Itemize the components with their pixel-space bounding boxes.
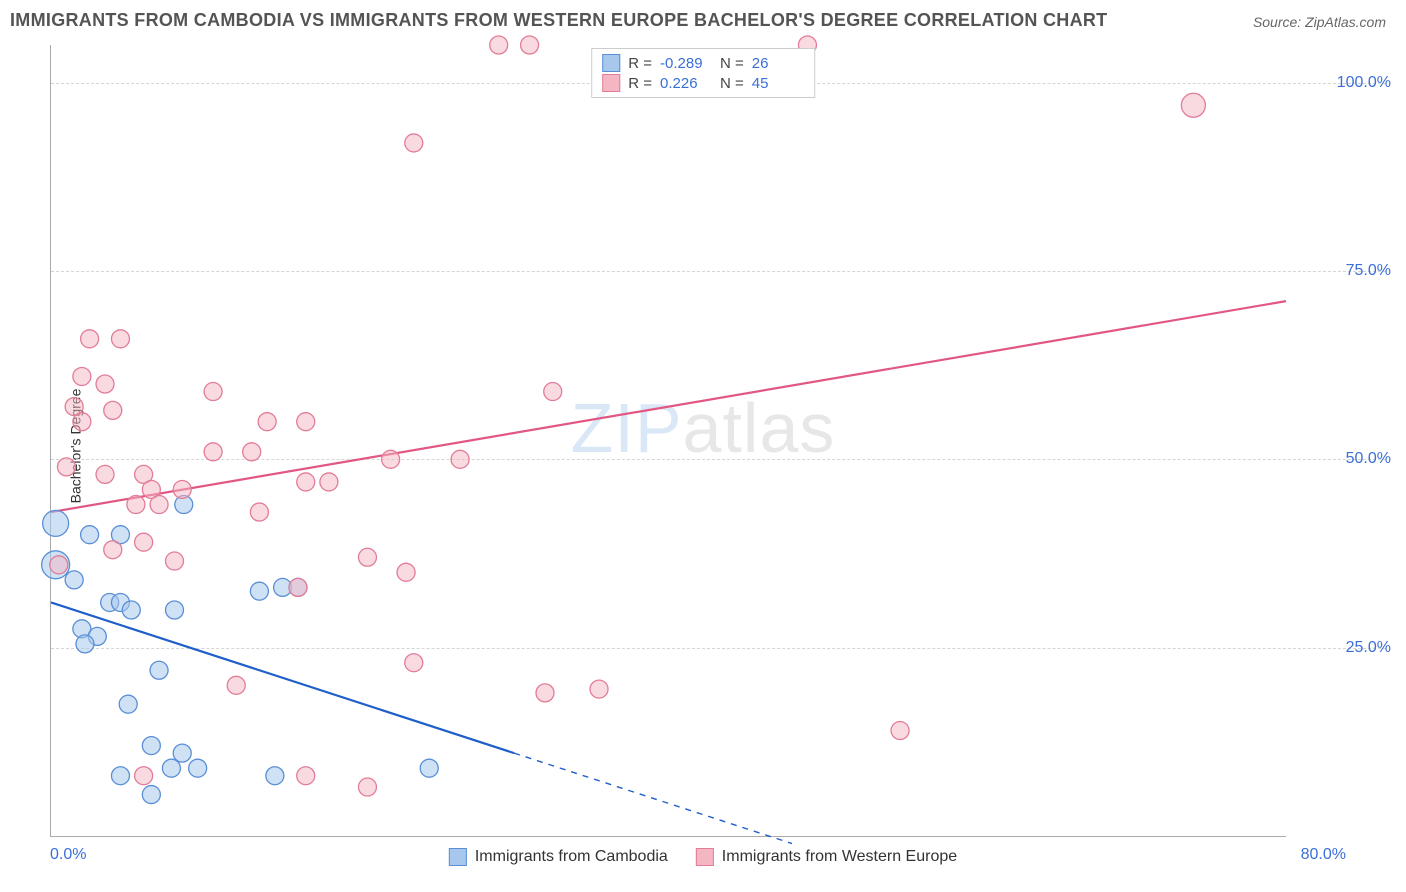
n-label: N =: [720, 75, 744, 92]
correlation-legend: R = -0.289 N = 26 R = 0.226 N = 45: [591, 48, 815, 98]
legend-stat-row: R = 0.226 N = 45: [602, 73, 804, 93]
series-legend: Immigrants from Cambodia Immigrants from …: [441, 846, 965, 868]
r-value: -0.289: [660, 55, 712, 72]
source-attribution: Source: ZipAtlas.com: [1253, 14, 1386, 30]
legend-swatch: [602, 54, 620, 72]
legend-series-label: Immigrants from Cambodia: [475, 848, 668, 866]
r-label: R =: [628, 75, 652, 92]
legend-swatch: [696, 848, 714, 866]
legend-series-item: Immigrants from Cambodia: [449, 848, 668, 866]
legend-stat-row: R = -0.289 N = 26: [602, 53, 804, 73]
y-tick-label: 75.0%: [1346, 262, 1391, 280]
chart-title: IMMIGRANTS FROM CAMBODIA VS IMMIGRANTS F…: [10, 10, 1107, 31]
y-tick-label: 50.0%: [1346, 450, 1391, 468]
n-label: N =: [720, 55, 744, 72]
legend-series-label: Immigrants from Western Europe: [722, 848, 957, 866]
legend-swatch: [602, 74, 620, 92]
scatter-plot-svg: [51, 45, 1286, 836]
n-value: 45: [752, 75, 804, 92]
r-label: R =: [628, 55, 652, 72]
y-tick-label: 100.0%: [1337, 74, 1391, 92]
legend-swatch: [449, 848, 467, 866]
n-value: 26: [752, 55, 804, 72]
chart-plot-area: [50, 45, 1286, 837]
legend-series-item: Immigrants from Western Europe: [696, 848, 957, 866]
x-tick-label: 0.0%: [50, 846, 86, 864]
x-tick-label: 80.0%: [1301, 846, 1346, 864]
y-tick-label: 25.0%: [1346, 639, 1391, 657]
r-value: 0.226: [660, 75, 712, 92]
